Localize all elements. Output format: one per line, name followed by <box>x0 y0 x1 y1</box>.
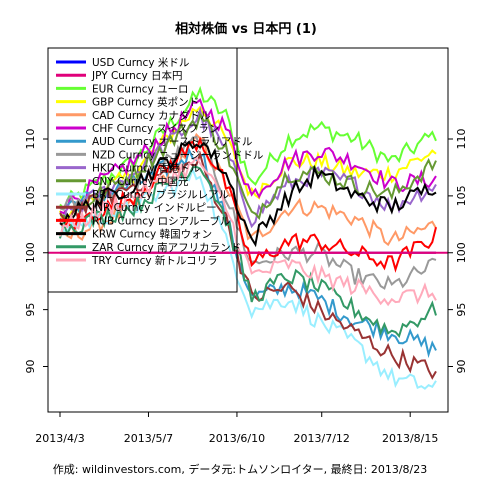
legend-label-12: RUB Curncy ロシアルーブル <box>92 214 230 227</box>
legend-label-2: EUR Curncy ユーロ <box>92 83 189 95</box>
series-line-12 <box>59 136 437 273</box>
legend-label-14: ZAR Curncy 南アフリカランド <box>92 241 241 254</box>
series-line-3 <box>59 105 437 227</box>
legend-label-6: AUD Curncy オーストラリアドル <box>92 136 252 148</box>
legend-label-1: JPY Curncy 日本円 <box>91 69 183 82</box>
series-line-15 <box>59 155 437 307</box>
plot-frame <box>47 47 449 413</box>
axes: 90 90 95 95 100 100 105 105 110 110 2013/4/3 2013/5… <box>24 129 468 446</box>
y-tick-label-left: 100 <box>24 242 37 263</box>
legend-label-9: CNY Curncy 中国元 <box>92 175 189 188</box>
y-tick-label-left: 95 <box>24 303 37 317</box>
y-tick-label-right: 110 <box>455 129 468 150</box>
y-tick-label-right: 95 <box>455 303 468 317</box>
chart-footer: 作成: wildinvestors.com, データ元:トムソンロイター, 最終… <box>53 462 427 476</box>
series-line-13 <box>59 140 437 248</box>
y-tick-label-right: 90 <box>455 360 468 374</box>
x-tick-label: 2013/4/3 <box>35 432 84 445</box>
x-tick-label: 2013/8/15 <box>382 432 438 445</box>
series-line-11 <box>59 150 437 380</box>
legend-label-4: CAD Curncy カナダドル <box>92 109 211 122</box>
series-line-14 <box>59 165 437 338</box>
y-tick-label-right: 100 <box>455 242 468 263</box>
legend-label-0: USD Curncy 米ドル <box>92 56 189 69</box>
x-tick-label: 2013/6/10 <box>209 432 265 445</box>
legend-label-7: NZD Curncy ニュージーランドドル <box>92 149 263 161</box>
legend-label-13: KRW Curncy 韓国ウォン <box>92 229 212 241</box>
legend-label-8: HKD Curncy 香港ドル <box>92 163 200 175</box>
legend-label-10: BRL Curncy ブラジルレアル <box>92 188 229 201</box>
legend-label-11: INR Curncy インドルピー <box>92 202 217 214</box>
y-tick-label-right: 105 <box>455 185 468 206</box>
series-line-5 <box>59 98 437 215</box>
chart-title: 相対株価 vs 日本円 (1) <box>175 21 317 37</box>
y-tick-label-left: 90 <box>24 360 37 374</box>
legend-label-5: CHF Curncy スイスフラン <box>92 123 219 135</box>
x-tick-label: 2013/7/12 <box>294 432 350 445</box>
y-tick-label-left: 105 <box>24 185 37 206</box>
series-line-2 <box>59 85 437 211</box>
x-tick-label: 2013/5/7 <box>124 432 173 445</box>
legend-label-3: GBP Curncy 英ポンド <box>92 96 199 109</box>
legend-label-15: TRY Curncy 新トルコリラ <box>91 254 218 267</box>
y-tick-label-left: 110 <box>24 129 37 150</box>
series-layer <box>59 85 437 390</box>
